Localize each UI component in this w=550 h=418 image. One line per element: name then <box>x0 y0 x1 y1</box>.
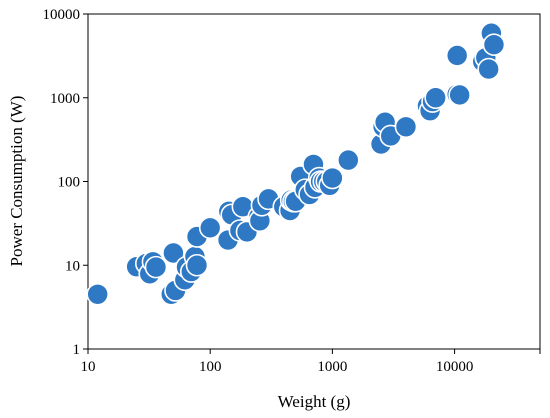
data-point <box>198 216 222 240</box>
data-point <box>445 44 469 67</box>
tick-marks <box>83 13 541 354</box>
data-point <box>321 166 344 190</box>
data-points <box>86 21 506 306</box>
y-tick-label: 10 <box>65 258 80 274</box>
x-tick-label: 10000 <box>436 359 474 375</box>
data-point <box>448 83 471 107</box>
data-point <box>162 241 185 265</box>
data-point <box>185 253 209 277</box>
y-tick-label: 1000 <box>50 91 80 107</box>
y-tick-label: 1 <box>73 342 81 358</box>
data-point <box>424 86 447 110</box>
data-point <box>482 33 506 56</box>
x-axis-title: Weight (g) <box>278 392 351 411</box>
x-tick-label: 10 <box>81 359 96 375</box>
y-tick-label: 100 <box>58 175 81 191</box>
data-point <box>337 148 360 172</box>
data-point <box>477 57 500 81</box>
data-point <box>394 115 418 139</box>
x-tick-label: 100 <box>199 359 222 375</box>
x-tick-label: 1000 <box>317 359 347 375</box>
y-tick-label: 10000 <box>43 7 81 23</box>
data-point <box>86 282 109 306</box>
data-point <box>144 255 168 279</box>
y-axis-title: Power Consumption (W) <box>7 96 26 267</box>
